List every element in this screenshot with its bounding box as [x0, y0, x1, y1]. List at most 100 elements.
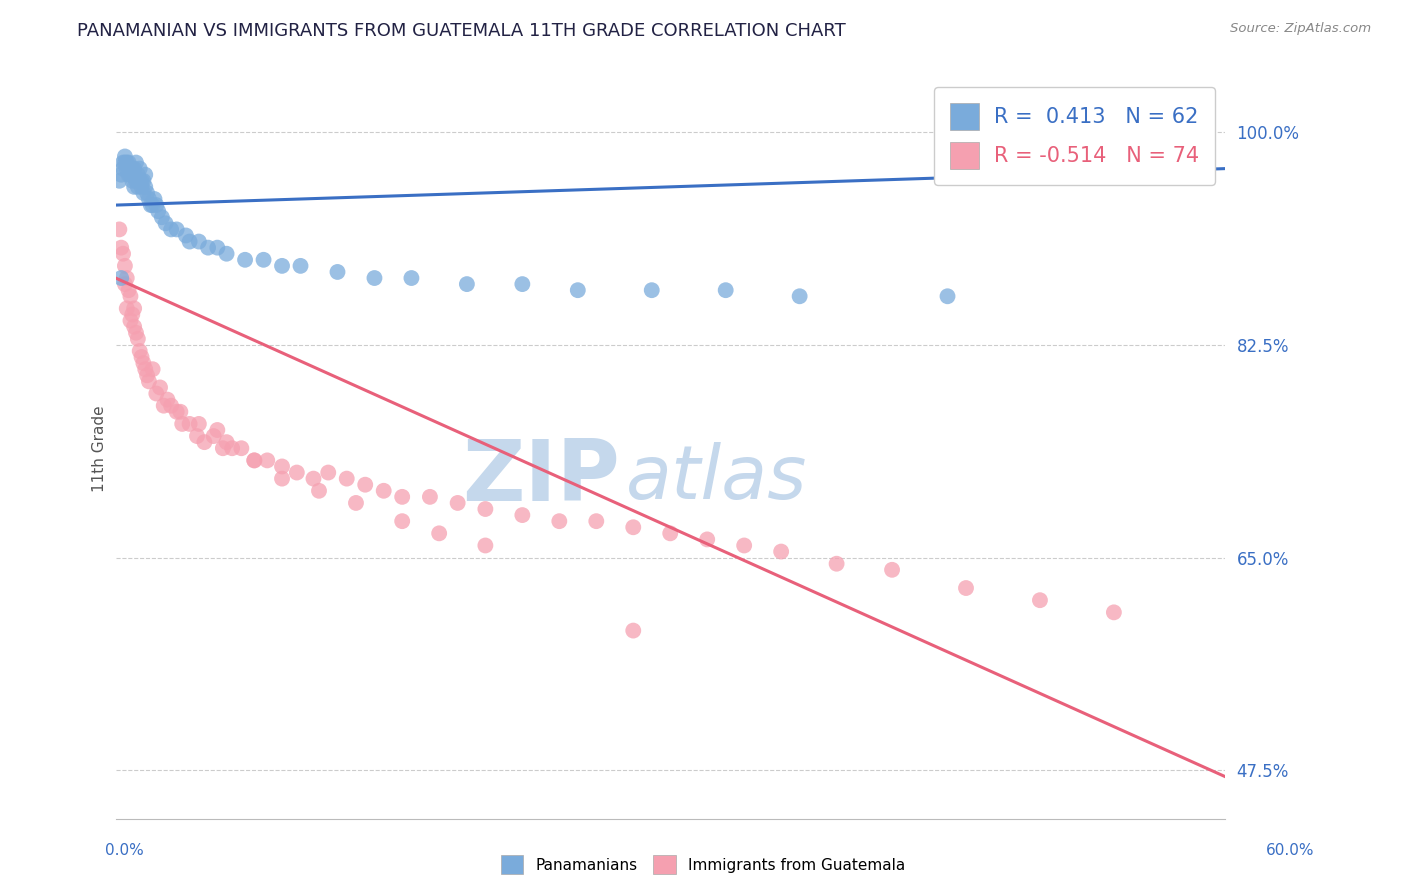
Point — [152, 399, 174, 413]
Point — [271, 459, 294, 474]
Point — [114, 277, 136, 292]
Point — [567, 283, 589, 297]
Point — [243, 453, 266, 467]
Point — [285, 466, 308, 480]
Point — [155, 216, 177, 230]
Point — [363, 271, 385, 285]
Point — [187, 235, 209, 249]
Point — [121, 174, 143, 188]
Point — [145, 198, 167, 212]
Text: PANAMANIAN VS IMMIGRANTS FROM GUATEMALA 11TH GRADE CORRELATION CHART: PANAMANIAN VS IMMIGRANTS FROM GUATEMALA … — [77, 22, 846, 40]
Point — [128, 161, 150, 176]
Point — [1102, 605, 1125, 619]
Point — [121, 308, 143, 322]
Point — [354, 477, 377, 491]
Point — [136, 186, 159, 200]
Point — [197, 241, 219, 255]
Point — [114, 155, 136, 169]
Text: ZIP: ZIP — [463, 436, 620, 519]
Legend: Panamanians, Immigrants from Guatemala: Panamanians, Immigrants from Guatemala — [495, 849, 911, 880]
Point — [621, 520, 644, 534]
Point — [770, 544, 793, 558]
Point — [160, 399, 183, 413]
Point — [1029, 593, 1052, 607]
Point — [120, 289, 142, 303]
Point — [207, 241, 229, 255]
Point — [149, 380, 172, 394]
Point — [134, 362, 156, 376]
Text: atlas: atlas — [626, 442, 807, 514]
Point — [131, 174, 153, 188]
Point — [110, 241, 132, 255]
Point — [117, 155, 139, 169]
Point — [127, 179, 149, 194]
Point — [179, 417, 201, 431]
Point — [419, 490, 441, 504]
Point — [150, 211, 173, 225]
Point — [139, 198, 162, 212]
Point — [696, 533, 718, 547]
Point — [145, 386, 167, 401]
Point — [110, 168, 132, 182]
Point — [122, 179, 145, 194]
Point — [316, 466, 339, 480]
Point — [132, 356, 155, 370]
Point — [169, 405, 191, 419]
Point — [474, 502, 496, 516]
Point — [128, 174, 150, 188]
Point — [187, 417, 209, 431]
Point — [136, 368, 159, 383]
Point — [156, 392, 179, 407]
Point — [134, 168, 156, 182]
Point — [207, 423, 229, 437]
Point — [456, 277, 478, 292]
Point — [733, 539, 755, 553]
Point — [122, 319, 145, 334]
Point — [127, 332, 149, 346]
Point — [134, 179, 156, 194]
Point — [138, 192, 160, 206]
Point — [427, 526, 450, 541]
Y-axis label: 11th Grade: 11th Grade — [93, 405, 107, 491]
Point — [143, 192, 166, 206]
Text: 60.0%: 60.0% — [1267, 843, 1315, 858]
Point — [391, 514, 413, 528]
Legend: R =  0.413   N = 62, R = -0.514   N = 74: R = 0.413 N = 62, R = -0.514 N = 74 — [934, 87, 1215, 185]
Point — [373, 483, 395, 498]
Point — [166, 222, 188, 236]
Point — [108, 174, 131, 188]
Point — [825, 557, 848, 571]
Point — [391, 490, 413, 504]
Point — [132, 174, 155, 188]
Point — [659, 526, 682, 541]
Point — [108, 222, 131, 236]
Point — [125, 155, 148, 169]
Point — [401, 271, 423, 285]
Point — [115, 301, 138, 316]
Point — [474, 539, 496, 553]
Point — [117, 283, 139, 297]
Point — [621, 624, 644, 638]
Point — [160, 222, 183, 236]
Point — [326, 265, 349, 279]
Point — [115, 161, 138, 176]
Text: Source: ZipAtlas.com: Source: ZipAtlas.com — [1230, 22, 1371, 36]
Point — [179, 235, 201, 249]
Point — [138, 375, 160, 389]
Point — [880, 563, 903, 577]
Point — [114, 259, 136, 273]
Point — [112, 155, 135, 169]
Point — [172, 417, 194, 431]
Point — [1102, 119, 1125, 133]
Point — [131, 350, 153, 364]
Point — [641, 283, 664, 297]
Point — [125, 174, 148, 188]
Point — [336, 472, 359, 486]
Point — [115, 155, 138, 169]
Point — [115, 271, 138, 285]
Point — [271, 472, 294, 486]
Point — [166, 405, 188, 419]
Point — [446, 496, 468, 510]
Point — [120, 161, 142, 176]
Point — [233, 252, 256, 267]
